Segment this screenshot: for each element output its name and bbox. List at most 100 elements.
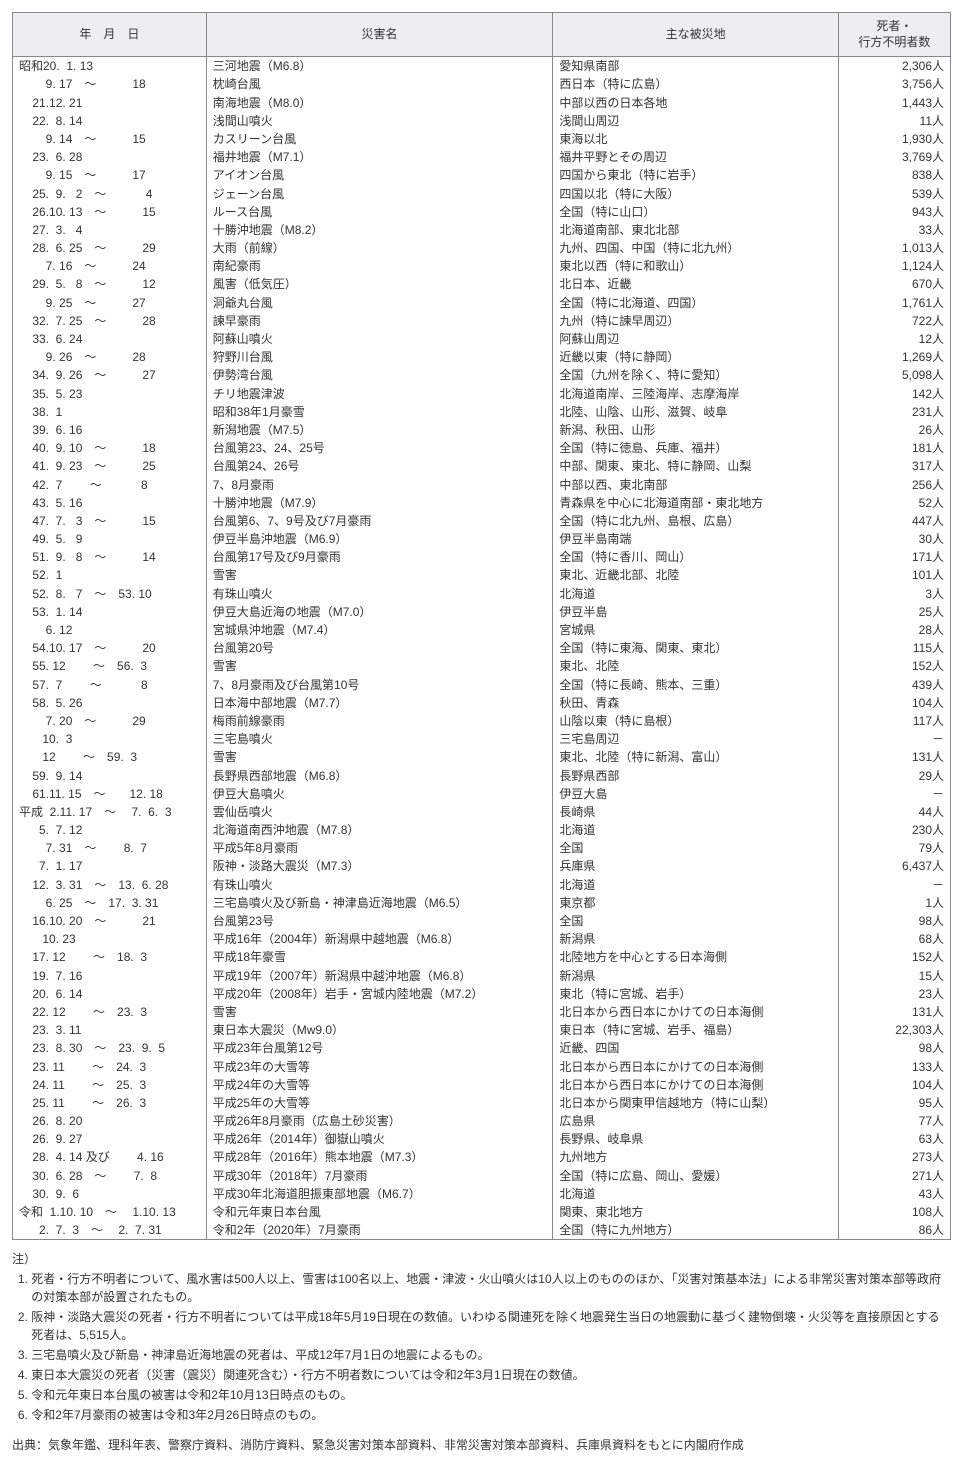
cell-date: 22. 12 ～ 23. 3 (13, 1003, 207, 1021)
cell-area: 愛知県南部 (553, 57, 838, 76)
cell-deaths: 5,098人 (838, 366, 950, 384)
table-row: 49. 5. 9伊豆半島沖地震（M6.9）伊豆半島南端30人 (13, 530, 951, 548)
cell-deaths: 117人 (838, 712, 950, 730)
cell-deaths: － (838, 785, 950, 803)
cell-deaths: 108人 (838, 1203, 950, 1221)
table-row: 令和 1.10. 10 ～ 1.10. 13令和元年東日本台風関東、東北地方10… (13, 1203, 951, 1221)
cell-name: 洞爺丸台風 (206, 294, 553, 312)
cell-name: 平成28年（2016年）熊本地震（M7.3） (206, 1148, 553, 1166)
cell-name: 令和元年東日本台風 (206, 1203, 553, 1221)
cell-area: 全国 (553, 912, 838, 930)
table-row: 26. 8. 20平成26年8月豪雨（広島土砂災害）広島県77人 (13, 1112, 951, 1130)
cell-name: 浅間山噴火 (206, 112, 553, 130)
cell-date: 16.10. 20 ～ 21 (13, 912, 207, 930)
table-row: 29. 5. 8 ～ 12風害（低気圧）北日本、近畿670人 (13, 275, 951, 293)
cell-deaths: 63人 (838, 1130, 950, 1148)
cell-deaths: 256人 (838, 476, 950, 494)
cell-name: 三河地震（M6.8） (206, 57, 553, 76)
table-row: 6. 12宮城県沖地震（M7.4）宮城県28人 (13, 621, 951, 639)
table-row: 平成 2.11. 17 ～ 7. 6. 3雲仙岳噴火長崎県44人 (13, 803, 951, 821)
table-row: 43. 5. 16十勝沖地震（M7.9）青森県を中心に北海道南部・東北地方52人 (13, 494, 951, 512)
table-row: 16.10. 20 ～ 21台風第23号全国98人 (13, 912, 951, 930)
cell-date: 29. 5. 8 ～ 12 (13, 275, 207, 293)
cell-date: 23. 3. 11 (13, 1021, 207, 1039)
note-item: 死者・行方不明者について、風水害は500人以上、雪害は100名以上、地震・津波・… (31, 1270, 951, 1306)
cell-area: 四国から東北（特に岩手） (553, 166, 838, 184)
disaster-table: 年 月 日 災害名 主な被災地 死者・行方不明者数 昭和20. 1. 13三河地… (12, 12, 951, 1240)
cell-deaths: 670人 (838, 275, 950, 293)
cell-name: 枕崎台風 (206, 75, 553, 93)
cell-name: 伊勢湾台風 (206, 366, 553, 384)
cell-name: 平成30年北海道胆振東部地震（M6.7） (206, 1185, 553, 1203)
footnotes: 注） 死者・行方不明者について、風水害は500人以上、雪害は100名以上、地震・… (12, 1250, 951, 1454)
table-row: 23. 11 ～ 24. 3平成23年の大雪等北日本から西日本にかけての日本海側… (13, 1058, 951, 1076)
cell-date: 51. 9. 8 ～ 14 (13, 548, 207, 566)
table-row: 17. 12 ～ 18. 3平成18年豪雪北陸地方を中心とする日本海側152人 (13, 948, 951, 966)
cell-date: 26. 9. 27 (13, 1130, 207, 1148)
note-item: 阪神・淡路大震災の死者・行方不明者については平成18年5月19日現在の数値。いわ… (31, 1308, 951, 1344)
cell-area: 近畿、四国 (553, 1039, 838, 1057)
cell-deaths: 1,124人 (838, 257, 950, 275)
col-header-area: 主な被災地 (553, 13, 838, 57)
cell-area: 全国（特に広島、岡山、愛媛） (553, 1167, 838, 1185)
cell-date: 57. 7 ～ 8 (13, 676, 207, 694)
cell-area: 新潟県 (553, 930, 838, 948)
cell-name: 阪神・淡路大震災（M7.3） (206, 857, 553, 875)
cell-name: 日本海中部地震（M7.7） (206, 694, 553, 712)
table-row: 40. 9. 10 ～ 18台風第23、24、25号全国（特に徳島、兵庫、福井）… (13, 439, 951, 457)
cell-deaths: 3人 (838, 585, 950, 603)
table-row: 22. 8. 14浅間山噴火浅間山周辺11人 (13, 112, 951, 130)
cell-name: 大雨（前線） (206, 239, 553, 257)
cell-deaths: 12人 (838, 330, 950, 348)
cell-deaths: 86人 (838, 1221, 950, 1240)
cell-area: 浅間山周辺 (553, 112, 838, 130)
cell-date: 33. 6. 24 (13, 330, 207, 348)
cell-deaths: 439人 (838, 676, 950, 694)
cell-date: 9. 25 ～ 27 (13, 294, 207, 312)
cell-deaths: 1,013人 (838, 239, 950, 257)
cell-name: 台風第24、26号 (206, 457, 553, 475)
cell-name: チリ地震津波 (206, 385, 553, 403)
cell-deaths: 3,756人 (838, 75, 950, 93)
cell-area: 北陸地方を中心とする日本海側 (553, 948, 838, 966)
cell-name: アイオン台風 (206, 166, 553, 184)
table-row: 41. 9. 23 ～ 25台風第24、26号中部、関東、東北、特に静岡、山梨3… (13, 457, 951, 475)
cell-date: 30. 6. 28 ～ 7. 8 (13, 1167, 207, 1185)
cell-deaths: 271人 (838, 1167, 950, 1185)
table-row: 10. 3三宅島噴火三宅島周辺－ (13, 730, 951, 748)
cell-deaths: － (838, 730, 950, 748)
cell-date: 43. 5. 16 (13, 494, 207, 512)
cell-deaths: 43人 (838, 1185, 950, 1203)
source: 出典：気象年鑑、理科年表、警察庁資料、消防庁資料、緊急災害対策本部資料、非常災害… (48, 1436, 951, 1454)
cell-deaths: 101人 (838, 566, 950, 584)
cell-area: 北日本から西日本にかけての日本海側 (553, 1076, 838, 1094)
cell-area: 北海道 (553, 1185, 838, 1203)
cell-name: 雪害 (206, 748, 553, 766)
cell-name: 台風第6、7、9号及び7月豪雨 (206, 512, 553, 530)
table-row: 59. 9. 14長野県西部地震（M6.8）長野県西部29人 (13, 767, 951, 785)
cell-deaths: 1,930人 (838, 130, 950, 148)
cell-area: 三宅島周辺 (553, 730, 838, 748)
table-row: 61.11. 15 ～ 12. 18伊豆大島噴火伊豆大島－ (13, 785, 951, 803)
table-row: 57. 7 ～ 87、8月豪雨及び台風第10号全国（特に長崎、熊本、三重）439… (13, 676, 951, 694)
cell-date: 27. 3. 4 (13, 221, 207, 239)
cell-area: 阿蘇山周辺 (553, 330, 838, 348)
cell-area: 東日本（特に宮城、岩手、福島） (553, 1021, 838, 1039)
cell-date: 7. 20 ～ 29 (13, 712, 207, 730)
cell-deaths: － (838, 876, 950, 894)
cell-deaths: 1,761人 (838, 294, 950, 312)
cell-name: 福井地震（M7.1） (206, 148, 553, 166)
cell-area: 山陰以東（特に島根） (553, 712, 838, 730)
cell-date: 9. 26 ～ 28 (13, 348, 207, 366)
cell-deaths: 447人 (838, 512, 950, 530)
cell-area: 東北、北陸 (553, 657, 838, 675)
cell-name: 風害（低気圧） (206, 275, 553, 293)
cell-name: 雪害 (206, 566, 553, 584)
cell-date: 17. 12 ～ 18. 3 (13, 948, 207, 966)
cell-area: 北日本、近畿 (553, 275, 838, 293)
cell-area: 北日本から関東甲信越地方（特に山梨） (553, 1094, 838, 1112)
table-row: 25. 9. 2 ～ 4ジェーン台風四国以北（特に大阪）539人 (13, 185, 951, 203)
cell-name: 平成18年豪雪 (206, 948, 553, 966)
table-row: 25. 11 ～ 26. 3平成25年の大雪等北日本から関東甲信越地方（特に山梨… (13, 1094, 951, 1112)
cell-deaths: 104人 (838, 694, 950, 712)
